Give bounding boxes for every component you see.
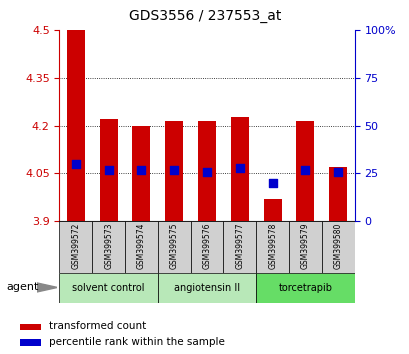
Bar (230, 117, 248, 221)
Text: GSM399577: GSM399577 (235, 223, 244, 269)
Bar (263, 199, 281, 221)
Bar (256, 273, 354, 303)
Bar (328, 167, 346, 221)
Bar (92, 221, 125, 273)
Point (269, 180, 275, 186)
Bar (20, 324, 41, 330)
Bar (296, 121, 314, 221)
Bar (165, 121, 183, 221)
Bar (288, 221, 321, 273)
Bar (190, 221, 223, 273)
Point (236, 165, 243, 171)
Bar (125, 221, 157, 273)
Text: GSM399573: GSM399573 (104, 223, 113, 269)
Point (334, 169, 341, 175)
Text: GDS3556 / 237553_at: GDS3556 / 237553_at (128, 9, 281, 23)
Point (138, 167, 144, 172)
Bar (59, 221, 92, 273)
Text: GSM399575: GSM399575 (169, 223, 178, 269)
Bar (256, 221, 288, 273)
Bar (321, 221, 354, 273)
Text: GSM399578: GSM399578 (267, 223, 276, 269)
Bar (99, 119, 117, 221)
Point (171, 167, 177, 172)
Point (105, 167, 112, 172)
Bar (67, 30, 85, 221)
Bar (223, 221, 256, 273)
Text: GSM399576: GSM399576 (202, 223, 211, 269)
Bar (157, 273, 256, 303)
Polygon shape (37, 283, 57, 292)
Bar (59, 273, 157, 303)
Bar (132, 126, 150, 221)
Point (301, 167, 308, 172)
Text: solvent control: solvent control (72, 282, 144, 293)
Bar (157, 221, 190, 273)
Text: GSM399580: GSM399580 (333, 223, 342, 269)
Point (72, 161, 79, 167)
Text: agent: agent (6, 282, 38, 292)
Text: percentile rank within the sample: percentile rank within the sample (49, 337, 224, 347)
Bar (20, 339, 41, 346)
Text: GSM399572: GSM399572 (71, 223, 80, 269)
Point (203, 169, 210, 175)
Text: torcetrapib: torcetrapib (278, 282, 332, 293)
Text: GSM399574: GSM399574 (137, 223, 146, 269)
Text: angiotensin II: angiotensin II (173, 282, 240, 293)
Bar (198, 121, 216, 221)
Text: GSM399579: GSM399579 (300, 223, 309, 269)
Text: transformed count: transformed count (49, 321, 146, 331)
